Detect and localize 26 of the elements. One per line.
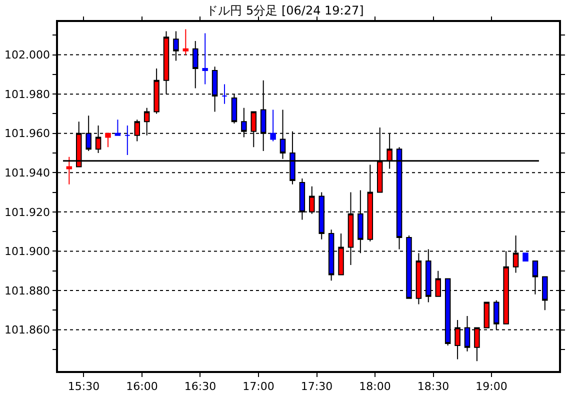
y-tick-label: 101.940 [4,166,50,180]
y-tick-label: 101.920 [4,206,50,219]
y-tick-label: 101.980 [4,88,50,101]
x-tick-label: 18:30 [417,380,450,393]
x-tick-label: 16:30 [184,380,216,393]
y-tick-label: 101.900 [4,245,50,258]
y-tick-label: 102.000 [4,48,50,62]
x-tick-label: 16:00 [126,380,158,393]
x-tick-label: 18:00 [359,380,391,393]
candlestick [105,132,111,148]
y-tick-label: 101.880 [4,284,50,298]
candlestick [66,156,72,185]
candlestick [124,125,130,156]
y-tick-label: 101.860 [4,324,50,337]
y-tick-label: 101.960 [4,127,50,140]
chart-title: ドル円 5分足 [06/24 19:27] [206,3,364,18]
candlestick [114,119,121,136]
x-tick-label: 19:00 [476,380,508,393]
x-tick-label: 17:00 [242,380,274,393]
candlestick [270,109,276,142]
candlestick [182,28,189,56]
candlestick [222,84,228,104]
x-tick-label: 15:30 [68,380,100,393]
x-tick-label: 17:30 [300,380,333,393]
candlestick [202,32,208,85]
candlestick [522,252,528,262]
